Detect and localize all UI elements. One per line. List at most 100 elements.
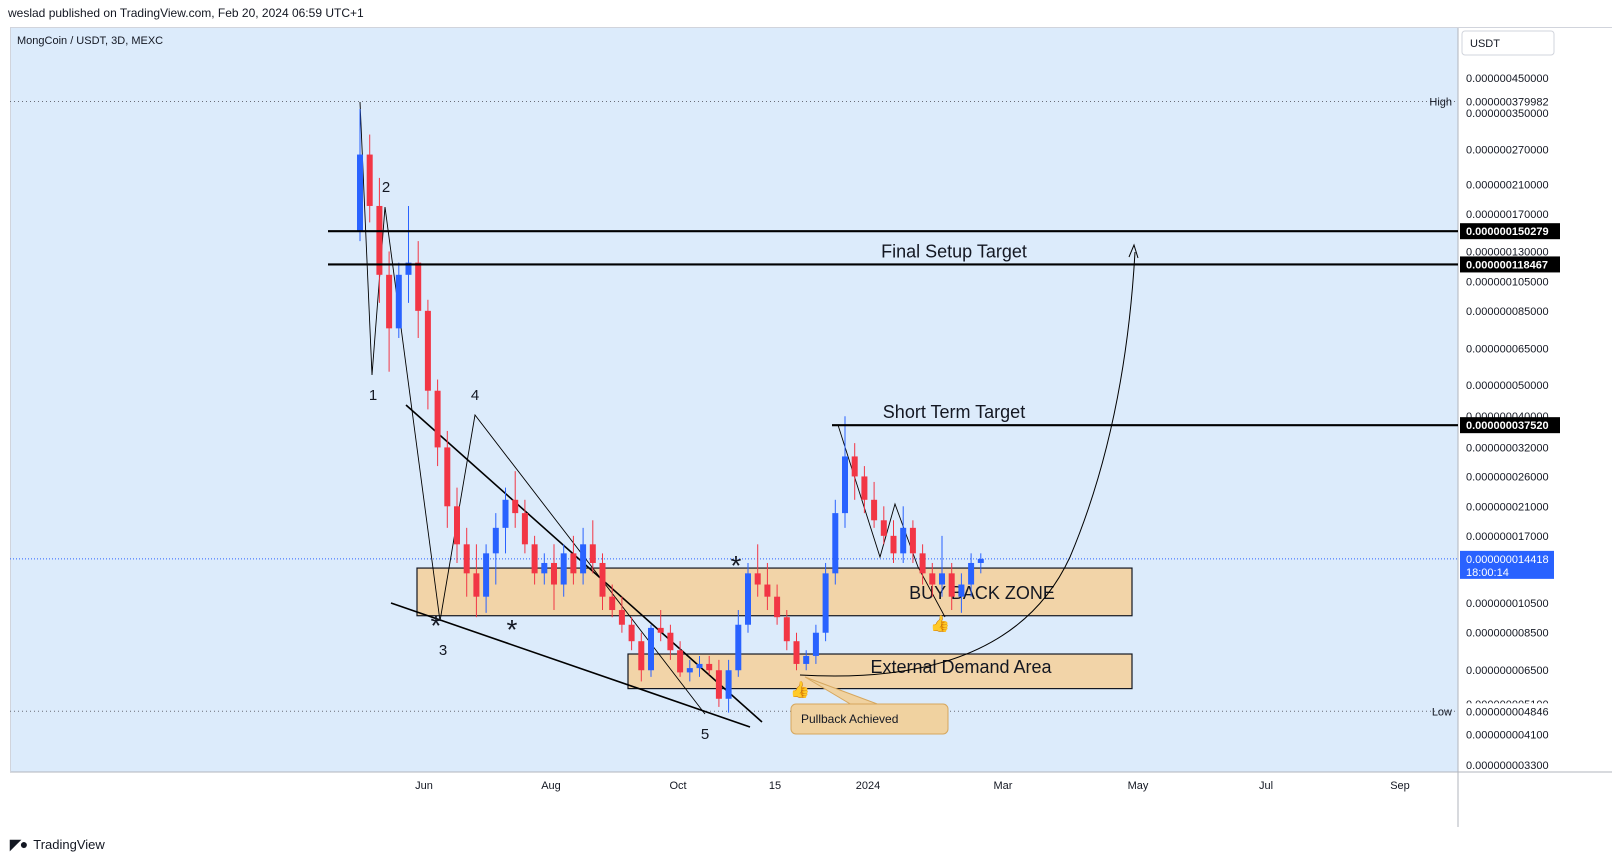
candle-body bbox=[667, 632, 674, 651]
level-price-tag bbox=[1460, 256, 1560, 273]
last-price-tag bbox=[1460, 550, 1554, 579]
wave-label: 3 bbox=[439, 642, 447, 659]
time-tick-label: 2024 bbox=[856, 780, 880, 792]
candle-body bbox=[657, 627, 664, 633]
currency-button[interactable]: USDT bbox=[1461, 30, 1555, 56]
candle-body bbox=[463, 544, 470, 574]
price-tick-label: 0.000000210000 bbox=[1466, 179, 1549, 191]
star-marker: * bbox=[507, 614, 518, 645]
time-tick-label: Jul bbox=[1259, 780, 1273, 792]
candle-body bbox=[638, 641, 645, 671]
candle-body bbox=[473, 573, 480, 597]
candle-body bbox=[725, 670, 732, 699]
star-marker: * bbox=[731, 550, 742, 581]
price-axis[interactable]: 0.000000450000 0.000000350000 0.0000002700… bbox=[1429, 73, 1560, 772]
candle-body bbox=[483, 553, 490, 597]
chart-canvas[interactable]: MongCoin / USDT, 3D, MEXC USDT BUY BACK … bbox=[10, 27, 1612, 827]
candle-body bbox=[386, 274, 393, 329]
plot-area[interactable] bbox=[10, 27, 1458, 772]
symbol-info: MongCoin / USDT, 3D, MEXC bbox=[17, 35, 163, 47]
price-tick-label: 0.000000085000 bbox=[1466, 306, 1549, 318]
level-price-value: 0.000000037520 bbox=[1466, 420, 1549, 432]
zone-label: BUY BACK ZONE bbox=[909, 583, 1055, 603]
annotations-layer: Final Setup Target Short Term Target 1 2 3 4 5… bbox=[328, 179, 1458, 743]
candle-body bbox=[444, 447, 451, 507]
candle-body bbox=[880, 520, 887, 536]
price-tick-label: 0.000000050000 bbox=[1466, 380, 1549, 392]
candle-body bbox=[939, 573, 945, 585]
candle-body bbox=[977, 558, 984, 563]
price-tick-label: 0.000000170000 bbox=[1466, 209, 1549, 221]
low-label: Low bbox=[1432, 706, 1452, 718]
candle-body bbox=[366, 154, 373, 206]
candle-body bbox=[531, 544, 538, 574]
candle-body bbox=[793, 641, 800, 664]
thumbs-up-icon: 👍 bbox=[930, 614, 950, 633]
candle-body bbox=[735, 624, 742, 671]
price-tick-label: 0.000000008500 bbox=[1466, 628, 1549, 640]
level-label: Short Term Target bbox=[883, 402, 1025, 422]
price-tick-label: 0.000000270000 bbox=[1466, 144, 1549, 156]
candle-body bbox=[570, 553, 577, 574]
chart-frame[interactable]: MongCoin / USDT, 3D, MEXC USDT BUY BACK … bbox=[10, 27, 1612, 827]
star-marker: * bbox=[431, 610, 442, 641]
candle-body bbox=[686, 668, 693, 673]
currency-button-box[interactable] bbox=[1461, 30, 1555, 56]
candle-body bbox=[890, 535, 897, 554]
candle-body bbox=[589, 544, 596, 563]
candle-body bbox=[492, 527, 499, 554]
zone-label: External Demand Area bbox=[870, 657, 1052, 677]
publisher-header: weslad published on TradingView.com, Feb… bbox=[8, 6, 364, 20]
time-axis[interactable]: Jun Aug Oct 15 2024 Mar May Jul Sep bbox=[415, 780, 1410, 792]
candle-body bbox=[521, 513, 528, 545]
last-price-countdown: 18:00:14 bbox=[1466, 567, 1509, 579]
callout-text: Pullback Achieved bbox=[801, 712, 898, 726]
candle-body bbox=[861, 476, 868, 500]
low-value: 0.000000004846 bbox=[1466, 706, 1549, 718]
candle-body bbox=[871, 499, 878, 521]
tradingview-logo-icon: ◤● bbox=[10, 836, 28, 852]
tradingview-logo-text: TradingView bbox=[33, 837, 105, 852]
candle-body bbox=[754, 573, 761, 585]
zones-layer: BUY BACK ZONE External Demand Area bbox=[416, 567, 1133, 690]
price-tick-label: 0.000000003300 bbox=[1466, 760, 1549, 772]
level-label: Final Setup Target bbox=[881, 241, 1027, 261]
high-value: 0.000000379982 bbox=[1466, 97, 1549, 109]
time-tick-label: Oct bbox=[669, 780, 686, 792]
elliott-wave-path bbox=[359, 101, 706, 715]
thumbs-up-icon: 👍 bbox=[790, 680, 810, 699]
level-price-value: 0.000000118467 bbox=[1466, 259, 1548, 271]
last-price-value: 0.000000014418 bbox=[1466, 554, 1549, 566]
tradingview-logo[interactable]: ◤● TradingView bbox=[10, 836, 105, 853]
candle-body bbox=[783, 617, 790, 642]
candle-body bbox=[502, 499, 509, 528]
level-price-value: 0.000000150279 bbox=[1466, 226, 1549, 238]
candle-body bbox=[618, 610, 625, 625]
header-text: weslad published on TradingView.com, Feb… bbox=[8, 6, 364, 20]
candle-body bbox=[745, 573, 751, 625]
candle-body bbox=[628, 624, 635, 642]
candle-body bbox=[357, 154, 363, 232]
time-tick-label: Mar bbox=[994, 780, 1013, 792]
price-tick-label: 0.000000450000 bbox=[1466, 73, 1549, 85]
level-price-tag bbox=[1460, 223, 1560, 240]
wave-label: 1 bbox=[369, 387, 377, 404]
candles-layer bbox=[357, 109, 984, 713]
candle-body bbox=[551, 562, 557, 585]
candle-body bbox=[803, 655, 810, 664]
currency-button-label[interactable]: USDT bbox=[1470, 38, 1500, 50]
price-axis-panel[interactable] bbox=[1458, 27, 1612, 772]
candle-body bbox=[958, 584, 965, 597]
candle-body bbox=[764, 584, 771, 597]
high-label: High bbox=[1429, 97, 1452, 109]
price-tick-label: 0.000000004100 bbox=[1466, 730, 1549, 742]
candle-body bbox=[415, 262, 422, 311]
time-tick-label: Aug bbox=[541, 780, 561, 792]
candle-body bbox=[580, 544, 587, 574]
high-value-box bbox=[1460, 93, 1560, 110]
price-tick-label: 0.000000105000 bbox=[1466, 276, 1549, 288]
candle-body bbox=[541, 562, 548, 574]
time-tick-label: Sep bbox=[1390, 780, 1410, 792]
wedge-lower-line bbox=[390, 602, 751, 728]
wave-label: 2 bbox=[382, 179, 390, 196]
